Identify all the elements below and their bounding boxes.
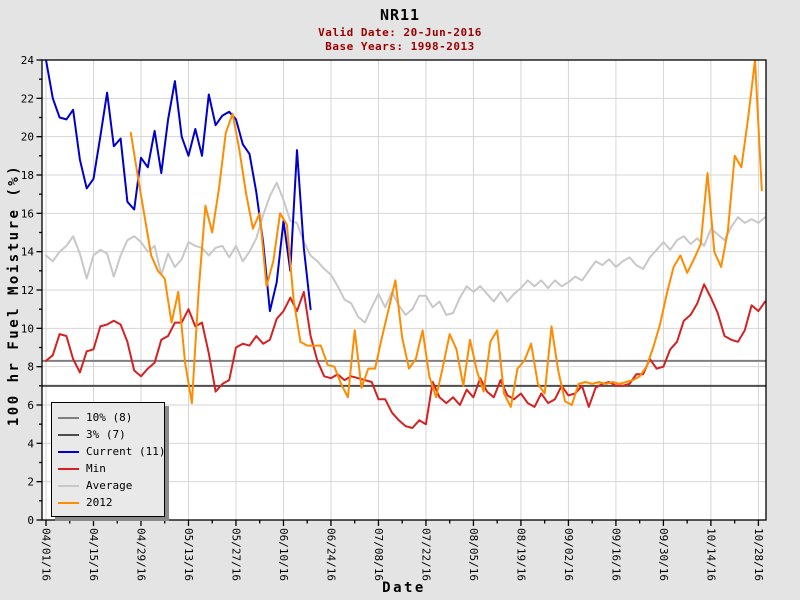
x-tick-labels: 04/01/16 04/15/16 04/29/16 05/13/16 05/27/16… <box>40 528 765 581</box>
legend-label: Min <box>86 462 106 475</box>
svg-text:09/16/16: 09/16/16 <box>609 528 622 581</box>
series-line-2012 <box>129 60 763 408</box>
legend-line-sample <box>58 450 79 453</box>
gridlines <box>42 60 766 520</box>
svg-text:05/13/16: 05/13/16 <box>182 528 195 581</box>
svg-text:8: 8 <box>27 361 34 374</box>
svg-text:10/28/16: 10/28/16 <box>752 528 765 581</box>
legend-row: 2012 <box>52 494 164 511</box>
svg-text:20: 20 <box>21 131 34 144</box>
axis-ticks <box>36 59 760 526</box>
legend-line-sample <box>58 484 79 487</box>
legend: 10% (8) 3% (7) Current (11) Min Average 2012 <box>51 402 165 517</box>
legend-row: 10% (8) <box>52 409 164 426</box>
legend-row: Current (11) <box>52 443 166 460</box>
svg-text:04/01/16: 04/01/16 <box>40 528 53 581</box>
legend-row: Average <box>52 477 164 494</box>
svg-text:08/05/16: 08/05/16 <box>467 528 480 581</box>
svg-text:12: 12 <box>21 284 34 297</box>
svg-text:4: 4 <box>27 437 34 450</box>
svg-text:18: 18 <box>21 169 34 182</box>
svg-text:06/10/16: 06/10/16 <box>277 528 290 581</box>
series-line-average <box>45 181 766 324</box>
svg-text:07/22/16: 07/22/16 <box>419 528 432 581</box>
legend-line-sample <box>58 433 79 436</box>
svg-text:14: 14 <box>21 246 35 259</box>
chart-subtitle-base-years: Base Years: 1998-2013 <box>325 40 475 53</box>
svg-text:6: 6 <box>27 399 34 412</box>
legend-line-sample <box>58 416 79 419</box>
x-axis-title: Date <box>382 580 426 596</box>
svg-text:16: 16 <box>21 207 34 220</box>
svg-text:04/15/16: 04/15/16 <box>87 528 100 581</box>
legend-label: 10% (8) <box>86 411 133 424</box>
chart-title: NR11 <box>379 6 421 24</box>
svg-text:06/24/16: 06/24/16 <box>324 528 337 581</box>
legend-line-sample <box>58 467 79 470</box>
svg-text:04/29/16: 04/29/16 <box>134 528 147 581</box>
svg-text:09/30/16: 09/30/16 <box>657 528 670 581</box>
svg-text:10/14/16: 10/14/16 <box>704 528 717 581</box>
svg-text:09/02/16: 09/02/16 <box>562 528 575 581</box>
legend-label: Average <box>86 479 133 492</box>
svg-text:08/19/16: 08/19/16 <box>514 528 527 581</box>
chart-subtitle-valid-date: Valid Date: 20-Jun-2016 <box>318 26 482 39</box>
svg-text:24: 24 <box>21 54 35 67</box>
legend-row: 3% (7) <box>52 426 164 443</box>
legend-label: Current (11) <box>86 445 166 458</box>
svg-text:22: 22 <box>21 92 34 105</box>
legend-row: Min <box>52 460 164 477</box>
svg-text:05/27/16: 05/27/16 <box>229 528 242 581</box>
legend-label: 3% (7) <box>86 428 126 441</box>
svg-text:2: 2 <box>27 476 34 489</box>
legend-label: 2012 <box>86 496 113 509</box>
svg-text:0: 0 <box>27 514 34 527</box>
svg-text:10: 10 <box>21 322 34 335</box>
svg-text:07/08/16: 07/08/16 <box>372 528 385 581</box>
legend-line-sample <box>58 501 79 504</box>
